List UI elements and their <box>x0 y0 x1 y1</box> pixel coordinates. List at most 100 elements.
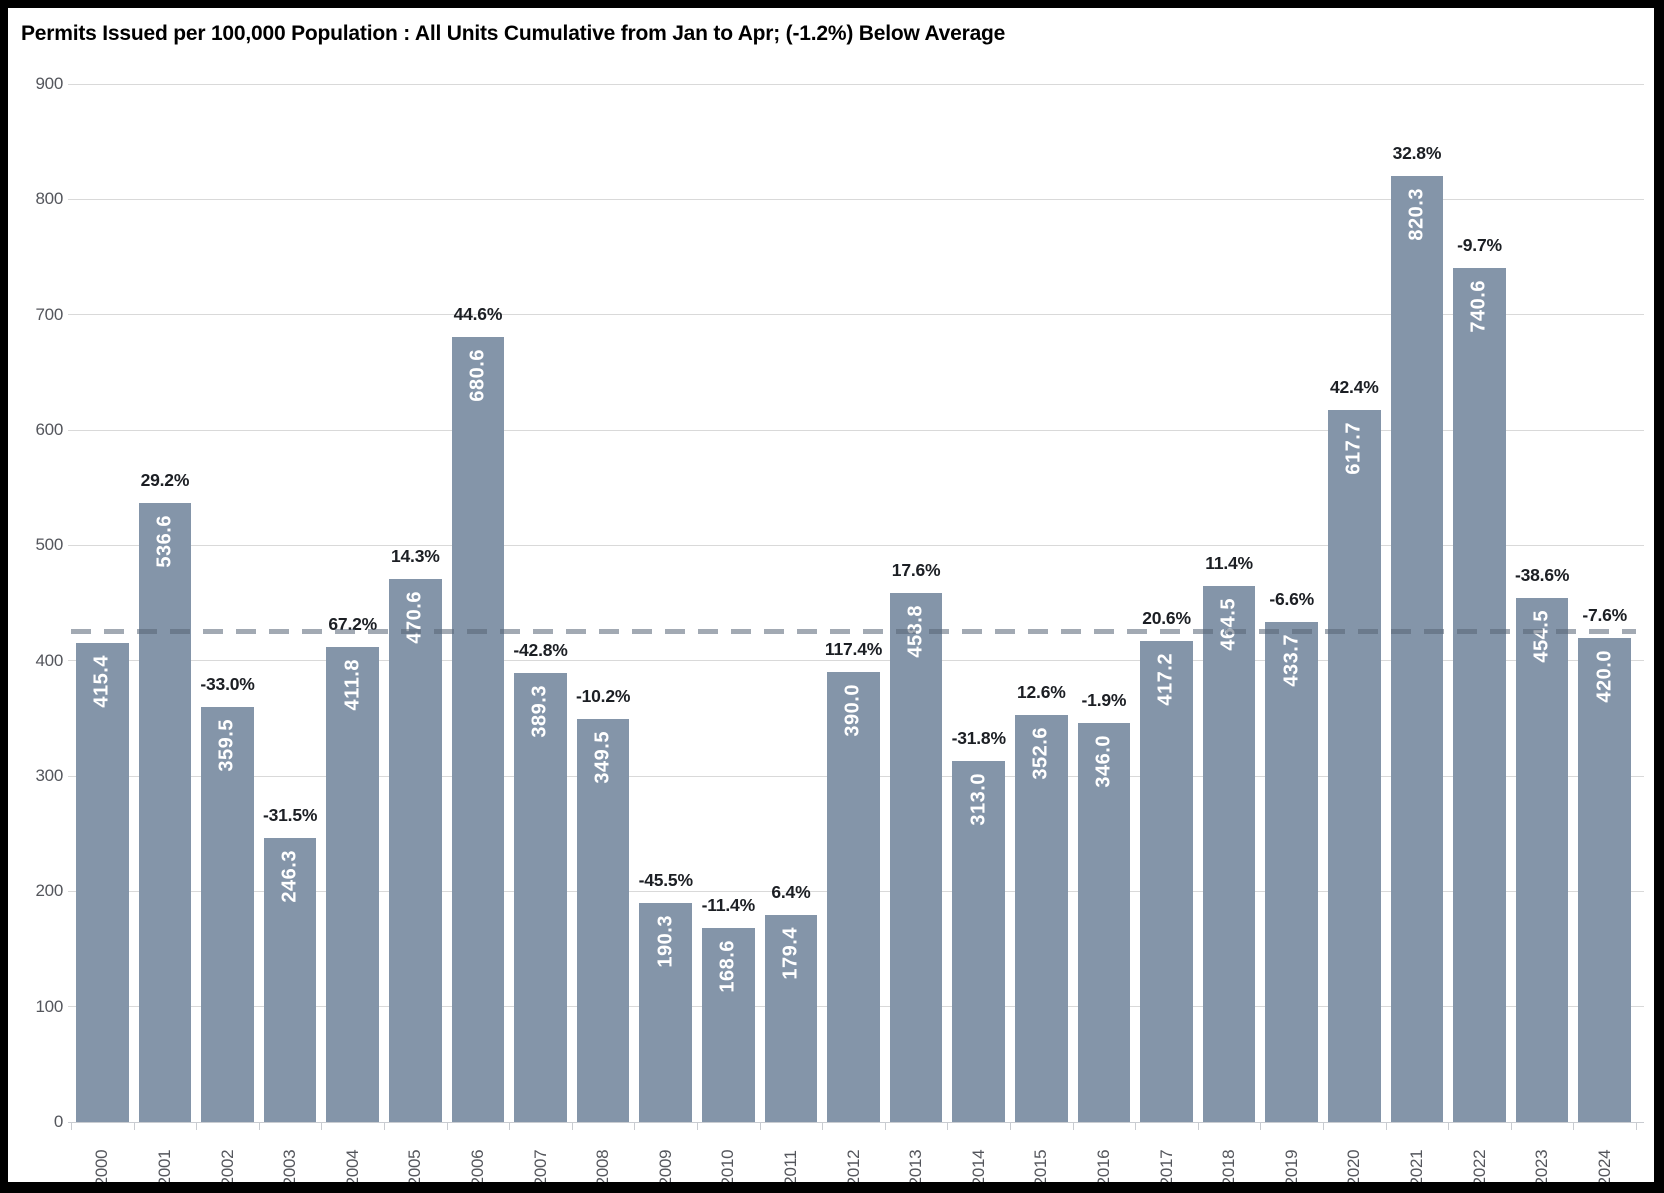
y-axis-tick-label: 300 <box>35 766 64 785</box>
x-axis-tick <box>634 1122 636 1130</box>
bar-2003: 246.3 <box>263 837 317 1122</box>
x-axis-category-label: 2016 <box>1093 1149 1113 1182</box>
pct-change-label: 11.4% <box>1205 553 1253 574</box>
x-axis-category-label: 2001 <box>154 1149 174 1182</box>
bar-2016: 346.0 <box>1077 722 1131 1122</box>
x-axis-tick <box>509 1122 511 1130</box>
x-axis-tick <box>1573 1122 1575 1130</box>
x-axis-tick <box>384 1122 385 1130</box>
bar-2022: 740.6 <box>1453 267 1506 1122</box>
pct-change-label: 6.4% <box>771 882 811 903</box>
x-axis-category-label: 2022 <box>1469 1149 1489 1182</box>
pct-change-label: 32.8% <box>1392 142 1442 163</box>
x-axis-tick <box>1010 1122 1011 1130</box>
bar-2013: 458.8 <box>889 592 943 1122</box>
y-axis-tick-label: 800 <box>35 189 64 209</box>
pct-change-label: -42.8% <box>513 640 568 660</box>
y-axis-tick-label: 200 <box>35 881 64 901</box>
pct-change-label: -10.2% <box>575 685 631 706</box>
y-axis-tick-label: 0 <box>53 1112 63 1131</box>
bar-2002: 359.5 <box>201 707 254 1122</box>
bar-value-label: 313.0 <box>967 773 990 826</box>
x-axis-tick <box>947 1122 949 1130</box>
bar-2010: 168.6 <box>702 927 755 1122</box>
pct-change-label: -11.4% <box>701 894 755 915</box>
gridline <box>68 660 1644 662</box>
bar-2008: 349.5 <box>576 718 630 1122</box>
pct-change-label: -7.6% <box>1582 604 1628 625</box>
y-axis-tick-label: 500 <box>35 535 64 555</box>
x-axis-category-label: 2011 <box>780 1150 800 1182</box>
x-axis-category-label: 2024 <box>1594 1149 1614 1182</box>
pct-change-label: -38.6% <box>1514 564 1570 585</box>
x-axis-category-label: 2018 <box>1219 1149 1239 1182</box>
bar-2020: 617.7 <box>1328 409 1381 1122</box>
pct-change-label: 20.6% <box>1142 607 1191 628</box>
x-axis-category-label: 2019 <box>1281 1149 1301 1182</box>
chart-title: Permits Issued per 100,000 Population : … <box>21 22 1006 45</box>
x-axis-tick <box>571 1122 573 1130</box>
bar-value-label: 168.6 <box>716 939 739 993</box>
bar-value-label: 246.3 <box>278 849 301 903</box>
x-axis-category-label: 2023 <box>1532 1149 1552 1182</box>
bar-value-label: 740.6 <box>1467 279 1490 333</box>
x-axis-category-label: 2002 <box>217 1149 237 1182</box>
bar-value-label: 415.4 <box>90 654 113 708</box>
x-axis-category-label: 2006 <box>467 1149 487 1182</box>
x-axis-tick <box>446 1122 448 1130</box>
bar-value-label: 346.0 <box>1092 734 1115 788</box>
gridline <box>68 198 1644 200</box>
x-axis-tick <box>1448 1122 1450 1130</box>
bar-2009: 190.3 <box>639 902 692 1122</box>
bar-2021: 820.3 <box>1390 175 1444 1122</box>
bar-2001: 536.6 <box>138 503 192 1122</box>
gridline <box>68 544 1644 546</box>
bar-value-label: 680.6 <box>466 349 489 402</box>
bar-value-label: 470.6 <box>403 591 426 644</box>
x-axis-category-label: 2021 <box>1406 1149 1426 1182</box>
pct-change-label: -6.6% <box>1269 588 1315 609</box>
x-axis-tick <box>1636 1122 1637 1130</box>
x-axis-category-label: 2014 <box>968 1149 988 1182</box>
x-axis-category-label: 2007 <box>530 1149 550 1182</box>
pct-change-label: -1.9% <box>1081 689 1127 710</box>
x-axis-tick <box>71 1122 72 1130</box>
bar-2000: 415.4 <box>76 642 129 1122</box>
x-axis-line <box>68 1121 1644 1123</box>
bar-value-label: 417.2 <box>1154 652 1177 706</box>
bar-2004: 411.8 <box>326 647 379 1122</box>
x-axis-tick <box>759 1122 761 1130</box>
x-axis-tick <box>1260 1122 1262 1130</box>
x-axis-tick <box>1323 1122 1324 1130</box>
x-axis-category-label: 2009 <box>655 1149 675 1182</box>
pct-change-label: 44.6% <box>453 304 503 325</box>
pct-change-label: 14.3% <box>390 546 440 567</box>
bar-2011: 179.4 <box>764 915 818 1122</box>
x-axis-category-label: 2003 <box>280 1149 300 1182</box>
pct-change-label: 117.4% <box>824 639 883 660</box>
x-axis-tick <box>822 1122 824 1130</box>
pct-change-label: -9.7% <box>1457 234 1502 255</box>
bar-value-label: 820.3 <box>1405 187 1428 241</box>
pct-change-label: 67.2% <box>328 614 377 635</box>
bar-value-label: 420.0 <box>1593 649 1616 703</box>
bar-2015: 352.6 <box>1015 715 1068 1122</box>
x-axis-category-label: 2005 <box>405 1149 425 1182</box>
bar-value-label: 359.5 <box>215 719 238 772</box>
x-axis-tick <box>697 1122 698 1130</box>
x-axis-tick <box>196 1122 198 1130</box>
bar-value-label: 617.7 <box>1342 421 1365 475</box>
y-axis-tick-label: 900 <box>35 74 64 93</box>
bar-value-label: 179.4 <box>779 927 802 980</box>
bar-value-label: 536.6 <box>153 515 176 568</box>
x-axis-category-label: 2013 <box>906 1149 926 1182</box>
pct-change-label: 12.6% <box>1016 682 1066 703</box>
x-axis-tick <box>1135 1122 1137 1130</box>
bar-value-label: 390.0 <box>841 684 864 737</box>
chart-canvas: Permits Issued per 100,000 Population : … <box>8 8 1654 1182</box>
x-axis-category-label: 2004 <box>342 1149 362 1182</box>
x-axis-category-label: 2015 <box>1031 1149 1051 1182</box>
bar-value-label: 349.5 <box>591 730 614 784</box>
y-axis-tick-label: 100 <box>35 996 64 1016</box>
